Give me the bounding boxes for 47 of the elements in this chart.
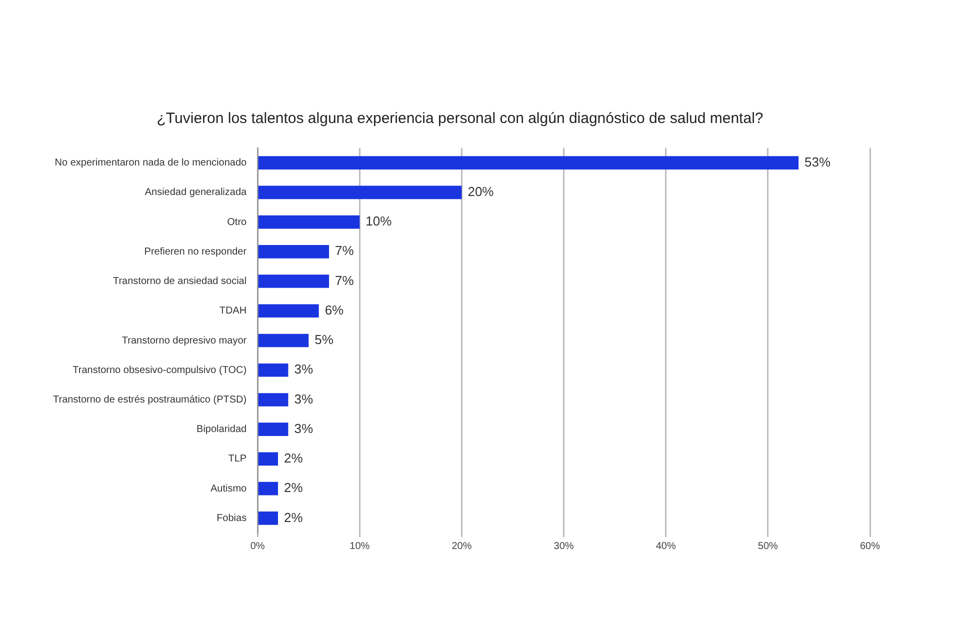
data-label: 2%	[284, 480, 304, 496]
y-tick-label: Autismo	[210, 483, 248, 494]
y-tick-label: Ansiedad generalizada	[144, 187, 248, 198]
bar	[258, 274, 330, 288]
y-tick-label: Otro	[227, 216, 248, 228]
data-label: 20%	[468, 184, 494, 199]
y-tick-label: Prefieren no responder	[144, 246, 248, 258]
x-tick-label: 20%	[452, 540, 472, 552]
chart-title: ¿Tuvieron los talentos alguna experiencia personal con algún diagnóstico de salud mental?	[156, 110, 764, 128]
x-tick-label: 30%	[554, 540, 574, 552]
data-label: 3%	[294, 391, 314, 406]
y-tick-label: Transtorno depresivo mayor	[122, 335, 248, 346]
bar	[258, 304, 319, 318]
data-label: 53%	[804, 154, 832, 170]
bar	[258, 393, 288, 406]
y-tick-label: TLP	[228, 454, 247, 465]
y-tick-label: Transtorno de estrés postraumático (PTSD)	[52, 394, 247, 406]
data-label: 10%	[366, 214, 392, 229]
data-label: 2%	[284, 510, 304, 525]
y-tick-label: Transtorno obsesivo-compulsivo (TOC)	[72, 364, 247, 376]
bar	[258, 334, 309, 348]
x-tick-label: 40%	[656, 540, 676, 552]
bar	[258, 156, 799, 170]
x-tick-label: 10%	[350, 540, 370, 552]
x-tick-label: 0%	[250, 540, 265, 552]
data-label: 7%	[335, 243, 354, 258]
x-tick-label: 60%	[860, 540, 880, 552]
bar	[258, 452, 278, 466]
data-label: 5%	[314, 332, 334, 348]
data-label: 7%	[335, 272, 354, 288]
bar	[258, 482, 278, 496]
data-label: 3%	[294, 420, 314, 436]
bar	[258, 422, 288, 436]
data-label: 2%	[284, 450, 304, 466]
y-tick-label: No experimentaron nada de lo mencionado	[54, 158, 248, 169]
bar	[258, 363, 288, 377]
bar	[258, 215, 360, 229]
bar	[258, 512, 278, 525]
data-label: 3%	[294, 362, 314, 377]
data-label: 6%	[324, 302, 344, 318]
x-tick-label: 50%	[758, 540, 778, 552]
bar	[258, 186, 462, 200]
y-tick-label: TDAH	[219, 306, 247, 317]
y-tick-label: Bipolaridad	[196, 424, 247, 436]
y-tick-label: Transtorno de ansiedad social	[112, 276, 247, 288]
bar	[258, 244, 330, 258]
y-tick-label: Fobias	[216, 512, 247, 524]
